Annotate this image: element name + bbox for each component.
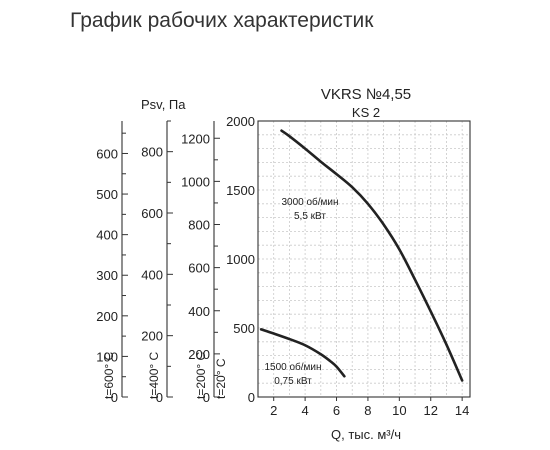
series-annotation-line: 3000 об/мин [281,196,338,208]
temperature-axis-value: 0 [203,390,210,405]
series-line-2 [259,328,346,378]
series-annotation-2: 1500 об/мин 0,75 кВт [264,361,321,387]
page-title: График рабочих характеристик [70,9,374,32]
temperature-axis-value: 200 [96,309,118,324]
plot-frame [257,120,471,398]
temperature-axis-value: 400 [141,267,163,282]
temperature-axis-label: t=200° C [194,352,208,399]
x-tick-label: 14 [455,403,469,418]
temperature-axis-value: 400 [188,304,210,319]
x-axis-label: Q, тыс. м³/ч [331,427,401,442]
temperature-axis-value: 1200 [181,131,210,146]
series-line-1 [280,129,464,382]
x-tick-label: 12 [424,403,438,418]
temperature-axis-label: t=600° C [102,352,116,399]
series-annotation-1: 3000 об/мин 5,5 кВт [281,196,338,222]
temperature-axis-value: 200 [188,347,210,362]
temperature-axis-value: 1000 [181,174,210,189]
temperature-axis-label: t=20° C [214,358,228,399]
series-annotation-line: 5,5 кВт [294,211,326,222]
chart-title: VKRS №4,55 [321,86,411,103]
chart-subtitle: KS 2 [352,105,380,120]
temperature-axis-value: 300 [96,268,118,283]
x-tick-label: 4 [301,403,308,418]
temperature-axis-value: 800 [141,145,163,160]
y-tick-label: 1000 [226,252,255,267]
temperature-axis-value: 500 [96,187,118,202]
y-tick-label: 0 [248,390,255,405]
temperature-axis-value: 200 [141,329,163,344]
series-annotation-line: 0,75 кВт [274,376,312,387]
y-tick-label: 1500 [226,183,255,198]
temperature-axis-value: 0 [156,390,163,405]
y-tick-label: 500 [233,321,255,336]
x-tick-label: 10 [392,403,406,418]
temperature-axis-value: 800 [188,218,210,233]
y-axis-label: Psv, Па [141,97,186,112]
temperature-axis-value: 600 [96,146,118,161]
temperature-axis-label: t=400° C [147,352,161,399]
temperature-axis-value: 600 [141,206,163,221]
x-tick-label: 8 [364,403,371,418]
temperature-axis-value: 100 [96,349,118,364]
temperature-axis-value: 600 [188,261,210,276]
temperature-axis-value: 400 [96,228,118,243]
series-annotation-line: 1500 об/мин [264,361,321,373]
temperature-axis-value: 0 [111,390,118,405]
y-tick-label: 2000 [226,114,255,129]
x-tick-label: 2 [270,403,277,418]
x-tick-label: 6 [333,403,340,418]
